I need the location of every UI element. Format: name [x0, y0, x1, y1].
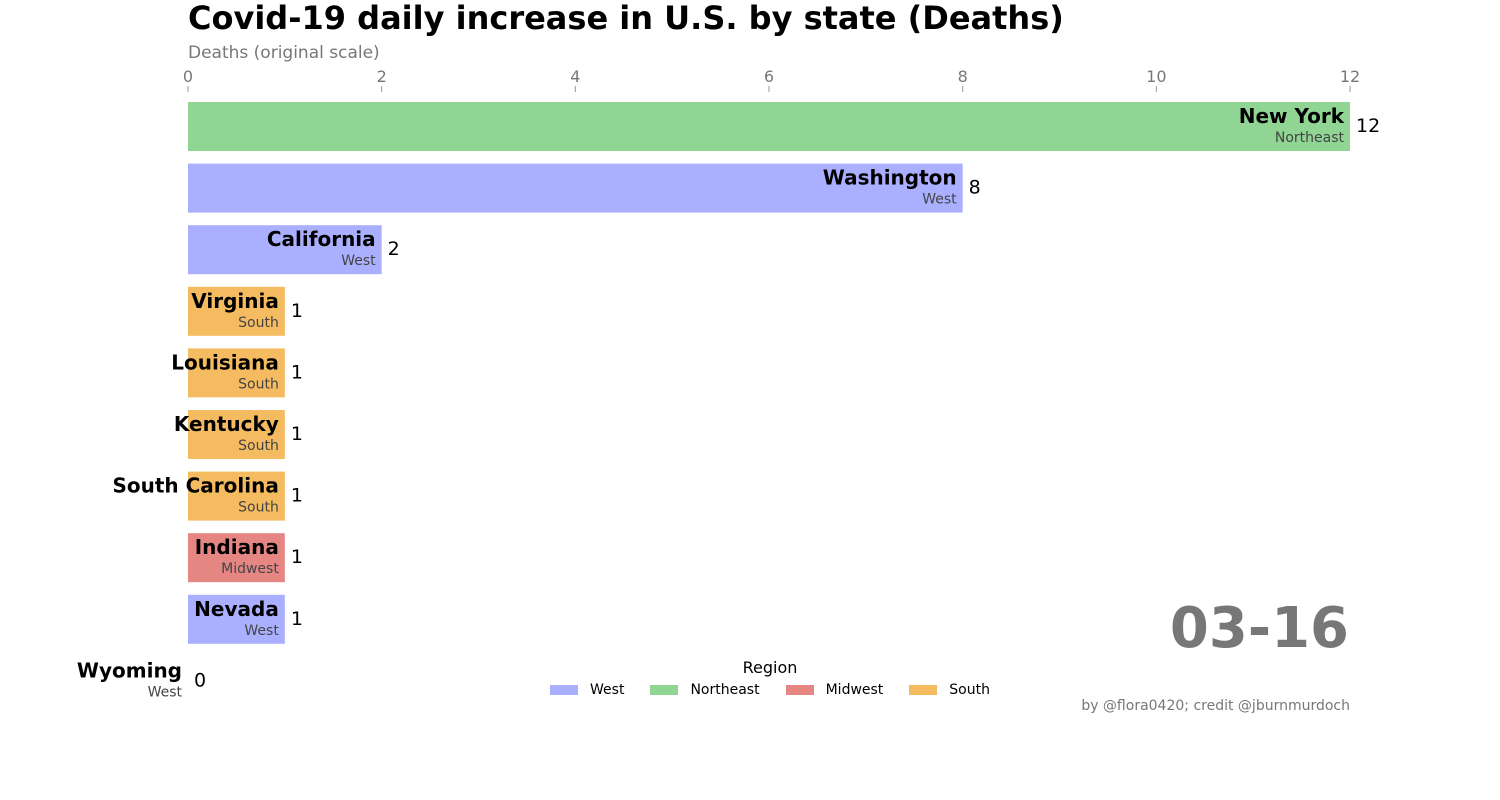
- bar-state-label: Wyoming: [77, 658, 182, 682]
- legend-item-northeast: Northeast: [650, 682, 760, 698]
- bar-group: South Carolina South 1: [112, 471, 303, 521]
- x-tick-label: 0: [183, 67, 193, 86]
- legend-item-west: West: [550, 682, 624, 698]
- bar: [188, 102, 1350, 151]
- bars-group: New YorkNortheast12WashingtonWest8Califo…: [77, 102, 1380, 700]
- bar-value-label: 1: [291, 608, 303, 630]
- bar-value-label: 1: [291, 361, 303, 383]
- legend-label: West: [590, 682, 625, 698]
- legend-swatch: [909, 685, 938, 695]
- bar-state-label: Nevada: [194, 597, 279, 621]
- bar-region-label: South: [238, 438, 279, 454]
- bar-value-label: 8: [969, 177, 981, 199]
- bar-value-label: 12: [1356, 115, 1380, 137]
- date-label: 03-16: [1169, 596, 1349, 661]
- bar-value-label: 1: [291, 423, 303, 445]
- bar: [188, 286, 285, 336]
- bar-group: Nevada West 1: [188, 594, 303, 644]
- bar-group: Wyoming West 0: [77, 658, 206, 700]
- bar-state-label: South Carolina: [112, 474, 278, 498]
- legend: Region West Northeast Midwest South: [540, 658, 1000, 698]
- bar: [188, 163, 963, 213]
- bar-state-label: Kentucky: [174, 412, 279, 436]
- bar-group: California West 2: [188, 225, 400, 275]
- bar-region-label: West: [922, 192, 957, 208]
- bar-region-label: West: [341, 253, 376, 269]
- x-tick-label: 6: [764, 67, 774, 86]
- bar-region-label: South: [238, 376, 279, 392]
- bar-region-label: South: [238, 315, 279, 331]
- bar-group: New York Northeast 12: [188, 102, 1380, 151]
- bar-group: Indiana Midwest 1: [188, 533, 303, 583]
- bar-value-label: 1: [291, 546, 303, 568]
- legend-label: Midwest: [825, 682, 884, 698]
- chart-title: Covid-19 daily increase in U.S. by state…: [188, 0, 1064, 37]
- bar: [188, 348, 285, 398]
- x-tick-label: 2: [377, 67, 387, 86]
- bar-region-label: West: [244, 623, 279, 639]
- bar-value-label: 1: [291, 300, 303, 322]
- bar-state-label: Indiana: [195, 535, 279, 559]
- bar-state-label: California: [267, 227, 376, 251]
- bar: [188, 225, 382, 275]
- bar-region-label: Northeast: [1275, 130, 1345, 146]
- x-tick-label: 4: [570, 67, 580, 86]
- legend-items: West Northeast Midwest South: [540, 682, 1000, 698]
- bar-state-label: Washington: [823, 166, 957, 190]
- bar: [188, 594, 285, 644]
- bar-state-label: Louisiana: [171, 350, 279, 374]
- bar-group: Kentucky South 1: [174, 410, 303, 459]
- x-tick-label: 10: [1146, 67, 1166, 86]
- bar-value-label: 2: [388, 238, 400, 260]
- bar-state-label: New York: [1239, 104, 1345, 128]
- x-axis-ticks: 0 2 4 6 8 10 12: [183, 67, 1360, 92]
- legend-item-midwest: Midwest: [785, 682, 884, 698]
- bar-value-label: 0: [194, 669, 206, 691]
- legend-swatch: [785, 685, 814, 695]
- bar: [188, 471, 285, 521]
- axis-label: Deaths (original scale): [188, 43, 380, 63]
- legend-label: Northeast: [690, 682, 760, 698]
- bar: [188, 410, 285, 459]
- bar-group: Virginia South 1: [188, 286, 303, 336]
- bar: [188, 533, 285, 583]
- bar-value-label: 1: [291, 485, 303, 507]
- x-tick-label: 8: [958, 67, 968, 86]
- legend-swatch: [650, 685, 679, 695]
- bar-group: Louisiana South 1: [171, 348, 303, 398]
- legend-item-south: South: [909, 682, 990, 698]
- bar-region-label: South: [238, 500, 279, 516]
- legend-swatch: [550, 685, 579, 695]
- bar-group: Washington West 8: [188, 163, 981, 213]
- credit-text: by @flora0420; credit @jburnmurdoch: [1081, 698, 1350, 714]
- bar-region-label: Midwest: [221, 561, 279, 577]
- legend-label: South: [949, 682, 990, 698]
- legend-title: Region: [742, 658, 798, 677]
- bar-region-label: West: [148, 684, 183, 700]
- bar-state-label: Virginia: [191, 289, 279, 313]
- x-tick-label: 12: [1340, 67, 1360, 86]
